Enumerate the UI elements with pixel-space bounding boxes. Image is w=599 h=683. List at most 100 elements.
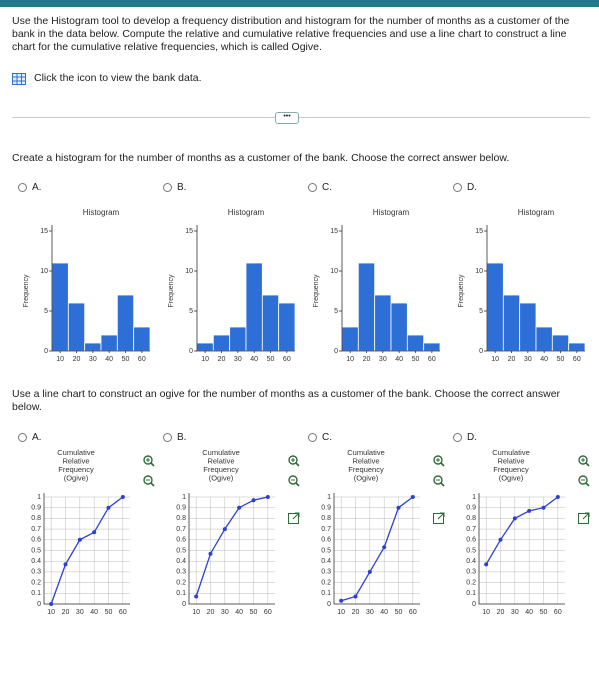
bar xyxy=(245,262,263,352)
x-tick-label: 60 xyxy=(119,609,127,616)
y-tick-label: 0.7 xyxy=(176,526,186,533)
x-tick-label: 30 xyxy=(76,609,84,616)
radio-button[interactable] xyxy=(163,183,172,192)
radio-button[interactable] xyxy=(453,433,462,442)
table-icon[interactable] xyxy=(12,72,26,85)
question-1: Create a histogram for the number of mon… xyxy=(12,152,510,164)
histogram-chart: Histogram Frequency 0 5 10 15 10 20 30 40 50 60 xyxy=(458,208,586,363)
x-tick-label: 20 xyxy=(508,356,516,363)
bar xyxy=(486,262,504,352)
histogram-chart: Histogram Frequency 0 5 10 15 10 20 30 40 50 60 xyxy=(313,208,441,363)
zoom-out-lens xyxy=(433,475,443,485)
option[interactable]: C. xyxy=(308,182,332,193)
zoom-out[interactable] xyxy=(433,475,445,487)
link-text[interactable]: Click the icon to view the bank data. xyxy=(34,72,202,84)
bar xyxy=(196,342,214,352)
bar xyxy=(406,334,425,352)
option[interactable]: A. xyxy=(18,182,41,193)
ogive-line xyxy=(340,496,414,602)
chart-tools xyxy=(143,455,155,487)
bar xyxy=(568,342,586,352)
radio-button[interactable] xyxy=(18,183,27,192)
point xyxy=(396,505,401,510)
bar xyxy=(390,302,408,352)
zoom-out[interactable] xyxy=(143,475,155,487)
radio-button[interactable] xyxy=(308,183,317,192)
option[interactable]: C. xyxy=(308,432,332,443)
zoom-out-lens xyxy=(578,475,588,485)
data-link[interactable]: Click the icon to view the bank data. xyxy=(12,72,202,85)
option-label: B. xyxy=(177,182,187,193)
x-tick-label: 40 xyxy=(235,609,243,616)
chart-title: Histogram xyxy=(373,208,410,217)
y-tick-label: 0.8 xyxy=(321,515,331,522)
bar xyxy=(212,334,231,352)
zoom-out[interactable] xyxy=(288,475,300,487)
open-window-box xyxy=(578,513,589,524)
x-tick-label: 10 xyxy=(346,356,354,363)
option[interactable]: B. xyxy=(163,432,186,443)
radio-button[interactable] xyxy=(308,433,317,442)
x-tick-label: 20 xyxy=(363,356,371,363)
option[interactable]: D. xyxy=(453,432,477,443)
x-tick-label: 60 xyxy=(138,356,146,363)
radio-button[interactable] xyxy=(18,433,27,442)
open-window[interactable] xyxy=(288,512,300,524)
y-tick-label: 0 xyxy=(189,348,193,355)
zoom-in[interactable] xyxy=(143,455,155,467)
bar xyxy=(100,334,118,352)
y-tick-label: 0.6 xyxy=(321,537,331,544)
chart-tools xyxy=(433,455,445,524)
x-tick-label: 20 xyxy=(218,356,226,363)
zoom-in[interactable] xyxy=(433,455,445,467)
open-window[interactable] xyxy=(433,512,445,524)
y-tick-label: 0.8 xyxy=(31,515,41,522)
x-tick-label: 20 xyxy=(62,609,70,616)
y-tick-label: 15 xyxy=(330,228,338,235)
point xyxy=(251,498,256,503)
ogive-line xyxy=(485,496,559,565)
bar xyxy=(535,326,553,352)
histogram-chart: Histogram Frequency 0 5 10 15 10 20 30 40 50 60 xyxy=(23,208,151,363)
radio-button[interactable] xyxy=(163,433,172,442)
zoom-in[interactable] xyxy=(578,455,590,467)
y-axis-label: Frequency xyxy=(313,274,320,308)
zoom-in-lens xyxy=(433,455,443,465)
x-tick-label: 60 xyxy=(283,356,291,363)
zoom-out[interactable] xyxy=(578,475,590,487)
x-tick-label: 30 xyxy=(524,356,532,363)
zoom-in-lens xyxy=(143,455,153,465)
x-tick-label: 30 xyxy=(221,609,229,616)
x-tick-label: 20 xyxy=(497,609,505,616)
y-tick-label: 0.1 xyxy=(466,590,476,597)
y-tick-label: 0.3 xyxy=(176,569,186,576)
zoom-in[interactable] xyxy=(288,455,300,467)
option[interactable]: A. xyxy=(18,432,41,443)
y-tick-label: 0.3 xyxy=(321,569,331,576)
point xyxy=(512,516,517,521)
bar xyxy=(229,326,247,352)
x-tick-label: 50 xyxy=(395,609,403,616)
y-tick-label: 0 xyxy=(44,348,48,355)
bar xyxy=(374,294,392,352)
bar xyxy=(116,294,135,352)
zoom-out-handle xyxy=(585,482,590,487)
radio-button[interactable] xyxy=(453,183,462,192)
x-tick-label: 50 xyxy=(557,356,565,363)
zoom-in-handle xyxy=(295,462,300,467)
x-tick-label: 20 xyxy=(73,356,81,363)
y-tick-label: 0.6 xyxy=(31,537,41,544)
option[interactable]: B. xyxy=(163,182,186,193)
option[interactable]: D. xyxy=(453,182,477,193)
y-tick-label: 10 xyxy=(40,268,48,275)
open-window[interactable] xyxy=(578,512,590,524)
x-tick-label: 10 xyxy=(47,609,55,616)
axes xyxy=(43,493,130,605)
y-tick-label: 0.4 xyxy=(176,558,186,565)
zoom-in-lens xyxy=(288,455,298,465)
point xyxy=(237,505,242,510)
expand-button[interactable]: ••• xyxy=(275,112,299,124)
